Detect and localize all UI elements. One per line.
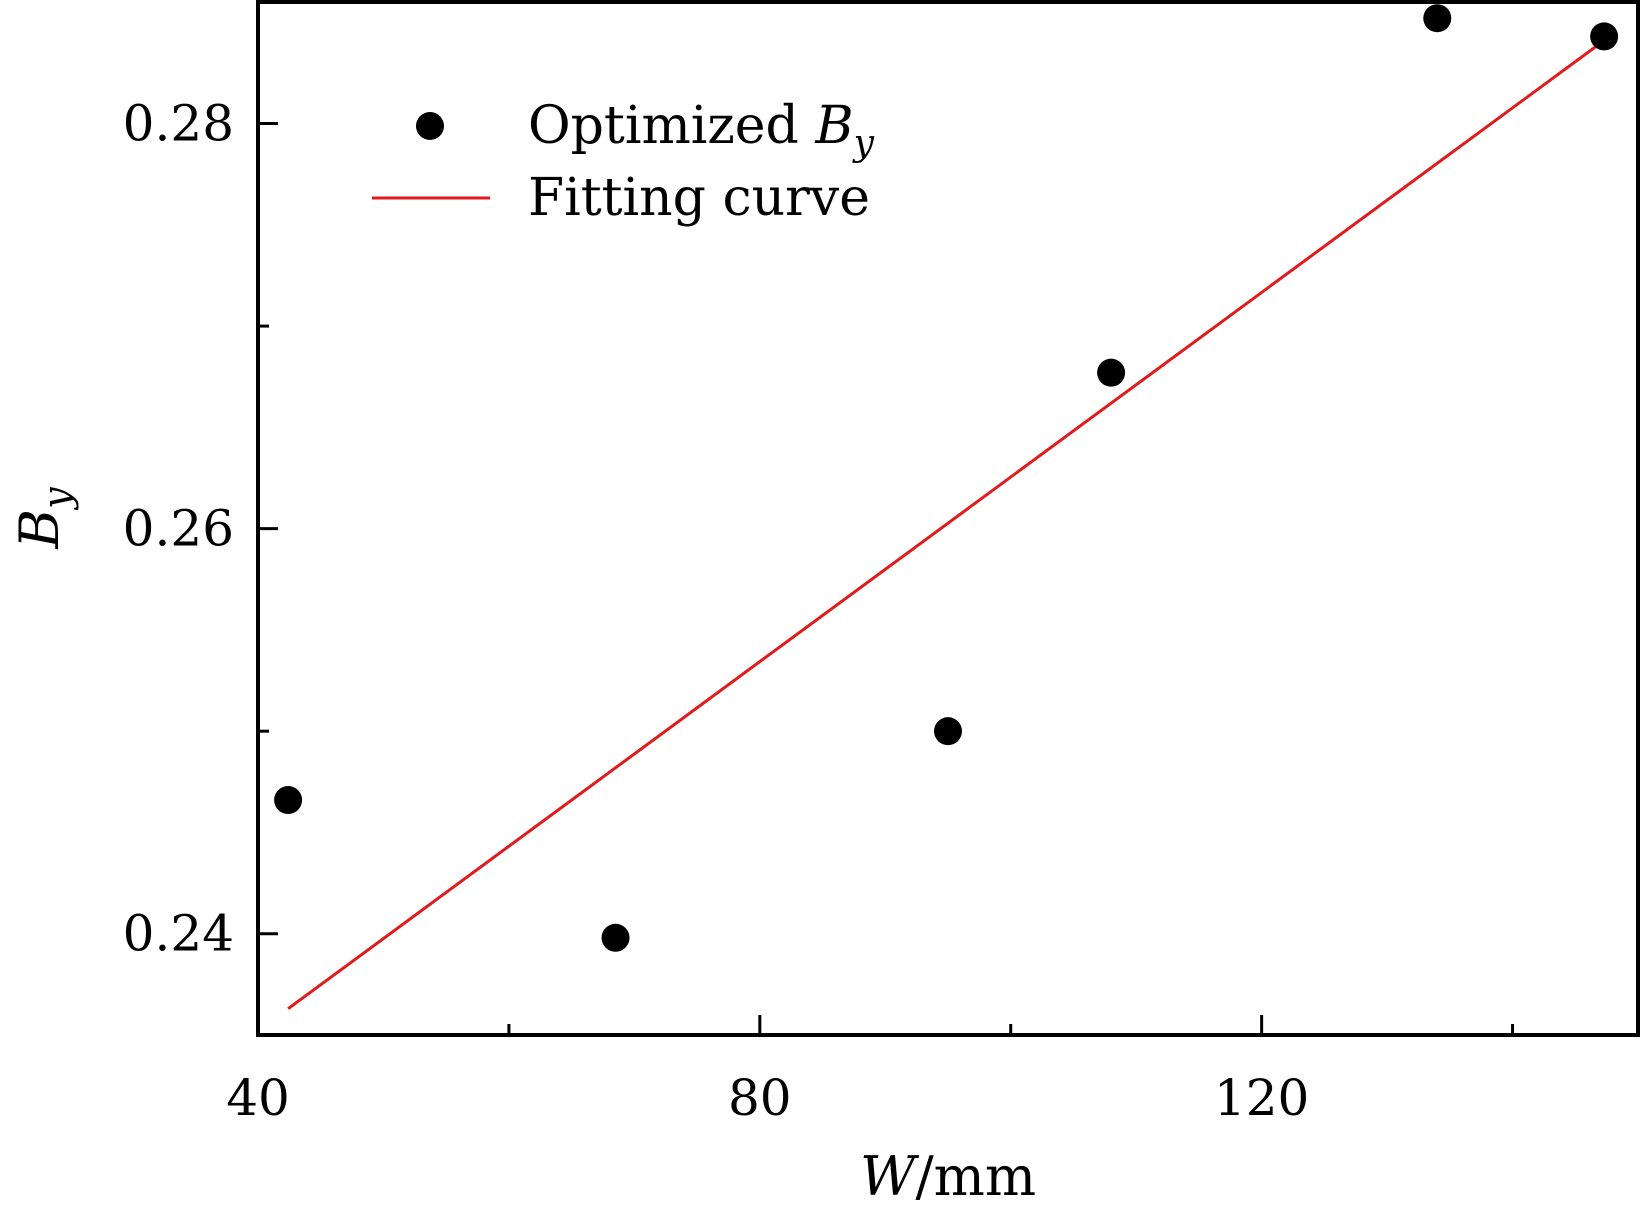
fitting-curve-layer xyxy=(287,39,1606,1010)
plot-frame xyxy=(256,0,1640,1037)
y-tick-label: 0.28 xyxy=(123,95,234,153)
data-point xyxy=(1590,22,1619,51)
legend-marker-points xyxy=(416,112,444,140)
data-point xyxy=(601,923,630,952)
data-point xyxy=(274,786,303,815)
axes: 40 80 120 0.24 0.26 0.28 xyxy=(123,0,1640,1127)
axis-labels: W/mm By xyxy=(8,487,1036,1208)
x-tick-label: 120 xyxy=(1214,1069,1309,1127)
x-tick-label: 40 xyxy=(226,1069,290,1127)
scatter-points-layer xyxy=(274,4,1619,952)
y-tick-label: 0.26 xyxy=(123,500,234,558)
x-tick-label: 80 xyxy=(728,1069,792,1127)
data-point xyxy=(1097,358,1126,387)
x-axis-label: W/mm xyxy=(860,1145,1036,1208)
fitting-curve-line xyxy=(287,39,1606,1010)
data-point xyxy=(1423,4,1452,33)
data-point xyxy=(934,717,962,746)
legend-label-fit: Fitting curve xyxy=(528,168,870,228)
y-axis-label: By xyxy=(8,487,79,550)
y-tick-label: 0.24 xyxy=(123,905,234,963)
legend-label-points: Optimized By xyxy=(528,96,875,164)
